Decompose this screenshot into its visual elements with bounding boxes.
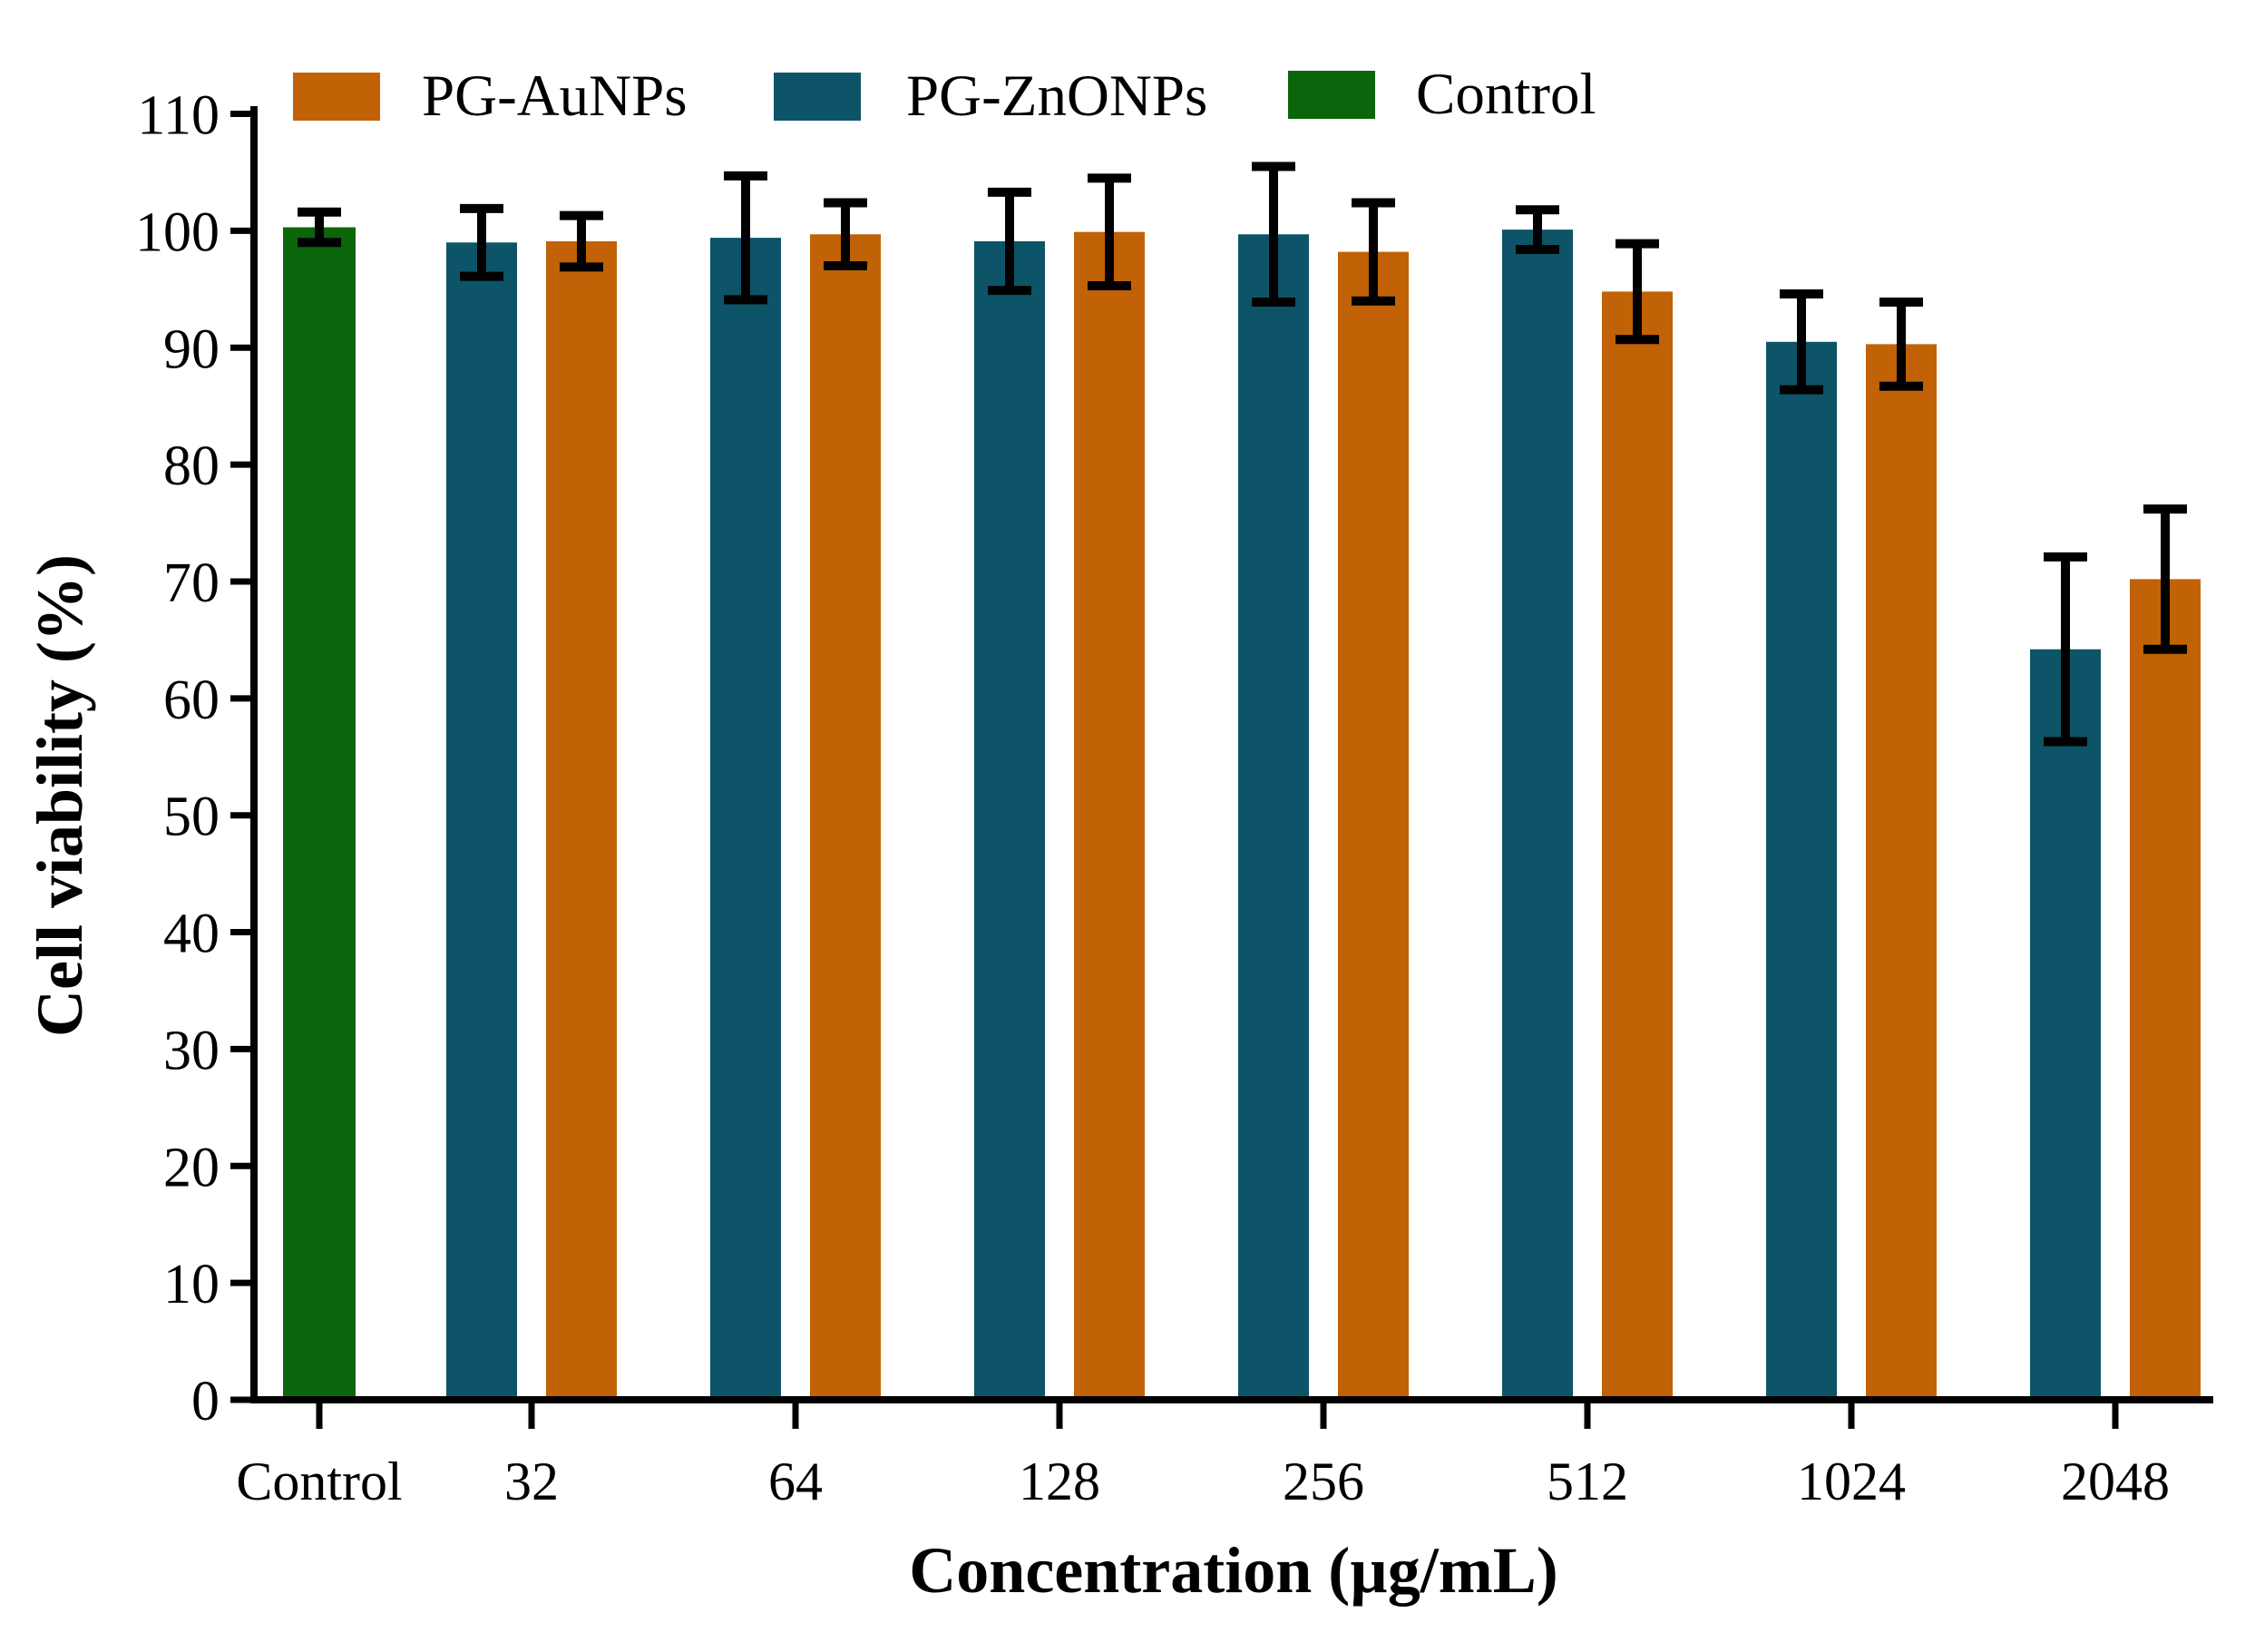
bar-pg-znonps-2048 <box>2030 649 2101 1400</box>
legend-item-control: Control <box>1288 65 1596 124</box>
x-tick-label-512: 512 <box>1547 1452 1628 1511</box>
legend-swatch-pg-znonps-icon <box>774 73 861 121</box>
y-tick-label: 100 <box>135 201 220 263</box>
bar-pg-znonps-512 <box>1502 230 1573 1400</box>
bar-pg-aunps-256 <box>1338 251 1409 1401</box>
x-tick-label-1024: 1024 <box>1797 1452 1906 1511</box>
bar-pg-znonps-256 <box>1238 234 1309 1400</box>
x-tick-label-128: 128 <box>1019 1452 1100 1511</box>
y-tick-label: 60 <box>163 670 220 731</box>
x-axis-title: Concentration (µg/mL) <box>909 1534 1558 1607</box>
y-tick-label: 110 <box>137 85 220 147</box>
bar-pg-znonps-128 <box>974 240 1045 1400</box>
bar-pg-znonps-1024 <box>1766 341 1837 1400</box>
legend-item-pg-znonps: PG-ZnONPs <box>774 67 1207 126</box>
legend-swatch-pg-aunps-icon <box>293 73 380 121</box>
legend-label-pg-znonps: PG-ZnONPs <box>906 64 1208 129</box>
y-tick-label: 80 <box>163 435 220 497</box>
bar-pg-aunps-512 <box>1602 291 1673 1400</box>
bar-pg-aunps-64 <box>810 234 881 1400</box>
bar-pg-znonps-32 <box>446 242 517 1400</box>
y-tick-label: 20 <box>163 1137 220 1198</box>
x-tick-label-32: 32 <box>504 1452 559 1511</box>
y-tick-label: 40 <box>163 904 220 965</box>
y-tick-label: 10 <box>163 1254 220 1315</box>
legend-item-pg-aunps: PG-AuNPs <box>293 67 688 126</box>
bar-pg-aunps-128 <box>1074 231 1145 1400</box>
y-tick-label: 70 <box>163 552 220 614</box>
legend-label-control: Control <box>1416 62 1596 127</box>
bar-pg-aunps-2048 <box>2130 579 2201 1400</box>
bar-pg-aunps-1024 <box>1866 344 1937 1401</box>
y-tick-label: 50 <box>163 787 220 848</box>
x-tick-label-2048: 2048 <box>2061 1452 2170 1511</box>
legend-swatch-control-icon <box>1288 71 1375 119</box>
y-tick-label: 0 <box>191 1371 220 1432</box>
y-axis-title: Cell viability (%) <box>24 554 96 1037</box>
bar-pg-znonps-64 <box>710 238 781 1400</box>
bar-pg-aunps-32 <box>546 240 617 1400</box>
bar-control-control <box>283 227 356 1401</box>
x-tick-label-64: 64 <box>768 1452 823 1511</box>
y-tick-label: 90 <box>163 318 220 380</box>
x-tick-label-256: 256 <box>1283 1452 1364 1511</box>
x-tick-label-control: Control <box>236 1452 402 1511</box>
y-tick-label: 30 <box>163 1020 220 1081</box>
legend-label-pg-aunps: PG-AuNPs <box>422 64 688 129</box>
